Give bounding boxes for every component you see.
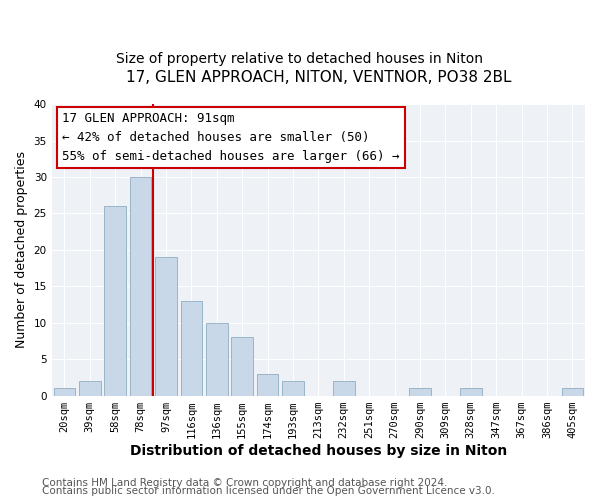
Bar	[130, 177, 151, 396]
Bar	[206, 322, 227, 396]
Bar	[409, 388, 431, 396]
Bar	[282, 381, 304, 396]
Bar	[181, 301, 202, 396]
Bar	[79, 381, 101, 396]
X-axis label: Distribution of detached houses by size in Niton: Distribution of detached houses by size …	[130, 444, 507, 458]
Title: 17, GLEN APPROACH, NITON, VENTNOR, PO38 2BL: 17, GLEN APPROACH, NITON, VENTNOR, PO38 …	[125, 70, 511, 85]
Bar	[104, 206, 126, 396]
Bar	[155, 257, 177, 396]
Bar	[333, 381, 355, 396]
Text: 17 GLEN APPROACH: 91sqm
← 42% of detached houses are smaller (50)
55% of semi-de: 17 GLEN APPROACH: 91sqm ← 42% of detache…	[62, 112, 400, 162]
Bar	[232, 338, 253, 396]
Bar	[460, 388, 482, 396]
Bar	[562, 388, 583, 396]
Text: Size of property relative to detached houses in Niton: Size of property relative to detached ho…	[116, 52, 484, 66]
Bar	[53, 388, 75, 396]
Text: Contains public sector information licensed under the Open Government Licence v3: Contains public sector information licen…	[42, 486, 495, 496]
Text: Contains HM Land Registry data © Crown copyright and database right 2024.: Contains HM Land Registry data © Crown c…	[42, 478, 448, 488]
Y-axis label: Number of detached properties: Number of detached properties	[15, 152, 28, 348]
Bar	[257, 374, 278, 396]
